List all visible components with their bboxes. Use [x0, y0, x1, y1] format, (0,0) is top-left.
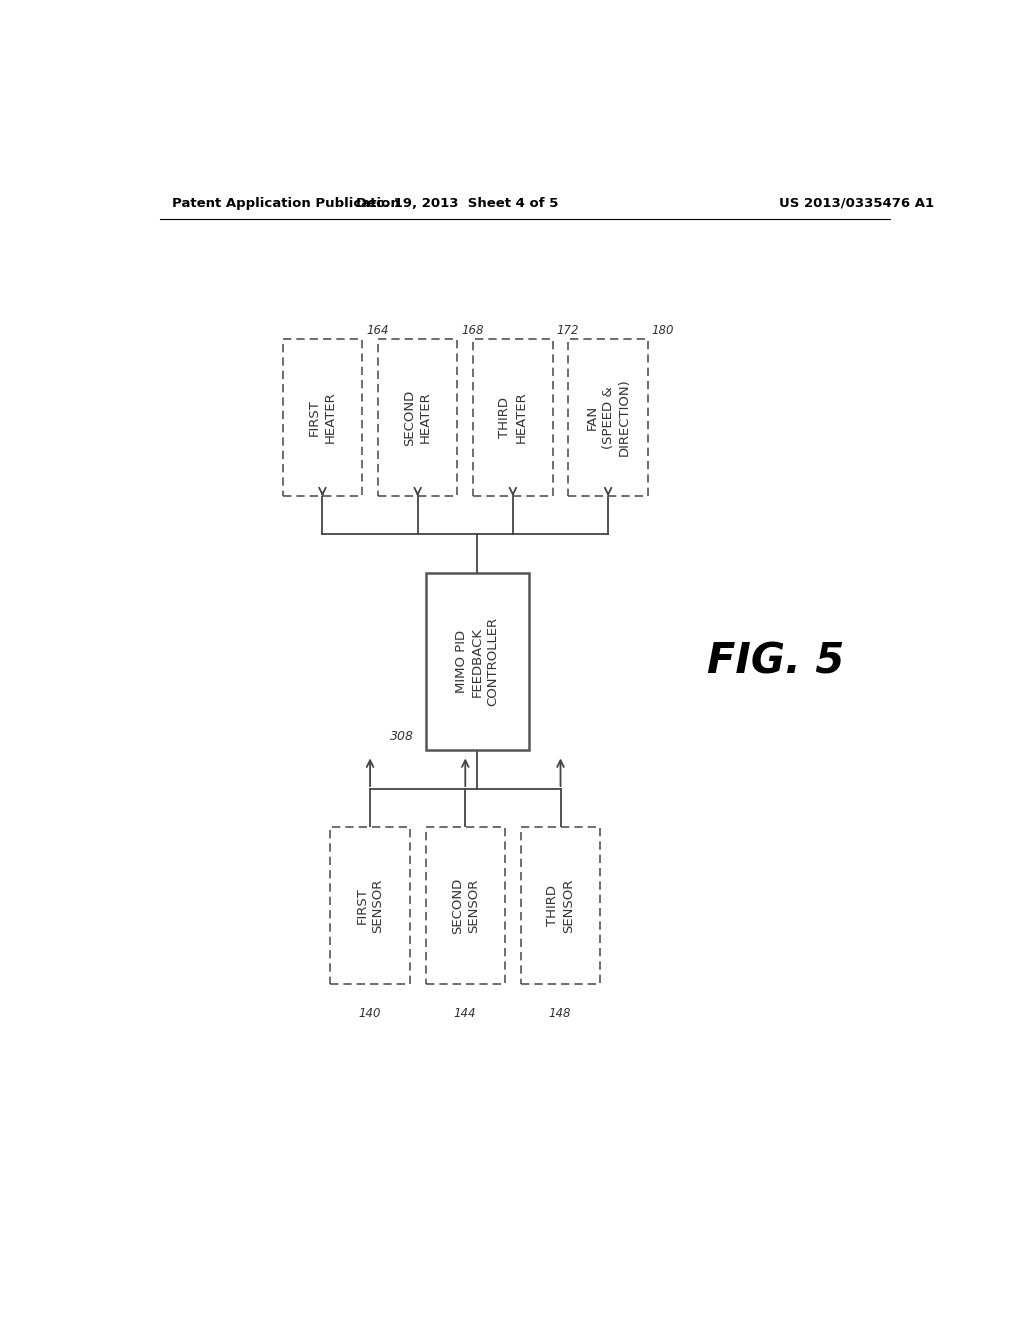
Text: FIG. 5: FIG. 5: [708, 640, 845, 682]
Text: FIRST
HEATER: FIRST HEATER: [308, 392, 337, 444]
Bar: [378, 339, 458, 496]
Text: 168: 168: [461, 323, 483, 337]
Bar: [521, 826, 600, 985]
Text: 140: 140: [358, 1007, 381, 1020]
Text: MIMO PID
FEEDBACK
CONTROLLER: MIMO PID FEEDBACK CONTROLLER: [455, 616, 500, 706]
Text: SECOND
SENSOR: SECOND SENSOR: [451, 878, 480, 933]
Text: THIRD
SENSOR: THIRD SENSOR: [546, 878, 575, 933]
Bar: [331, 826, 410, 985]
Text: FIRST
SENSOR: FIRST SENSOR: [355, 878, 385, 933]
Bar: [426, 573, 528, 751]
Text: US 2013/0335476 A1: US 2013/0335476 A1: [778, 197, 934, 210]
Text: Patent Application Publication: Patent Application Publication: [172, 197, 399, 210]
Text: SECOND
HEATER: SECOND HEATER: [403, 389, 432, 446]
Text: 164: 164: [367, 323, 388, 337]
Text: FAN
(SPEED &
DIRECTION): FAN (SPEED & DIRECTION): [586, 379, 631, 457]
Bar: [568, 339, 648, 496]
Bar: [426, 826, 505, 985]
Text: 148: 148: [549, 1007, 571, 1020]
Text: 144: 144: [454, 1007, 476, 1020]
Text: 308: 308: [390, 730, 414, 743]
Text: Dec. 19, 2013  Sheet 4 of 5: Dec. 19, 2013 Sheet 4 of 5: [356, 197, 558, 210]
Bar: [283, 339, 362, 496]
Text: 172: 172: [557, 323, 579, 337]
Bar: [473, 339, 553, 496]
Text: 180: 180: [652, 323, 674, 337]
Text: THIRD
HEATER: THIRD HEATER: [499, 392, 527, 444]
